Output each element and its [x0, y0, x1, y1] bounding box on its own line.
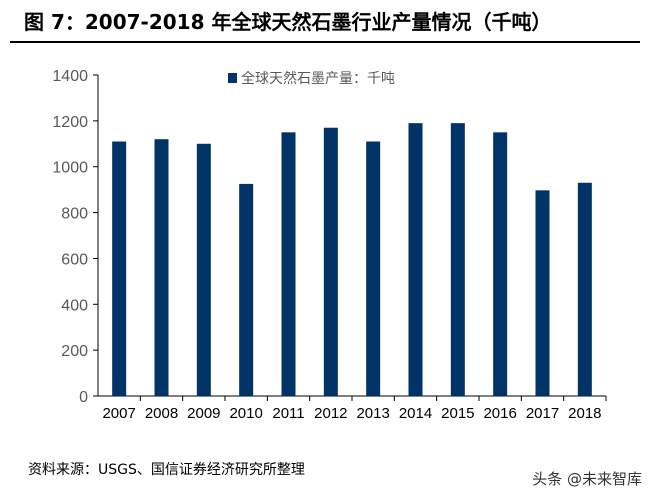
y-tick-label: 600: [61, 251, 88, 268]
bar-2016: [493, 132, 508, 397]
y-tick-label: 400: [61, 297, 88, 314]
y-tick-label: 200: [61, 343, 88, 360]
bar-2007: [112, 141, 127, 396]
bar-2015: [450, 123, 465, 397]
bar-2011: [281, 132, 296, 397]
x-tick-label: 2015: [441, 405, 474, 422]
x-tick-label: 2013: [356, 405, 389, 422]
y-tick-label: 1400: [52, 68, 88, 85]
bar-2018: [577, 182, 592, 396]
title-divider: [10, 41, 640, 43]
x-tick-label: 2008: [145, 405, 178, 422]
bar-2014: [408, 123, 423, 397]
x-tick-label: 2010: [229, 405, 262, 422]
x-tick-label: 2011: [272, 405, 304, 422]
bar-2013: [366, 141, 381, 396]
source-note: 资料来源：USGS、国信证券经济研究所整理: [28, 462, 305, 478]
bar-2009: [196, 143, 211, 396]
x-tick-label: 2014: [399, 405, 432, 422]
watermark: 头条 @未来智库: [532, 470, 642, 488]
chart-title: 图 7：2007-2018 年全球天然石墨行业产量情况（千吨）: [24, 10, 552, 34]
legend-label: 全球天然石墨产量：千吨: [241, 70, 395, 87]
legend-swatch: [228, 73, 237, 83]
y-tick-label: 0: [79, 389, 88, 406]
bar-2017: [535, 190, 550, 396]
x-tick-label: 2007: [102, 405, 135, 422]
x-tick-label: 2009: [187, 405, 220, 422]
y-tick-label: 800: [61, 206, 88, 223]
y-tick-label: 1200: [52, 114, 88, 131]
y-tick-label: 1000: [52, 160, 88, 177]
bar-2012: [323, 127, 338, 396]
x-tick-label: 2016: [483, 405, 516, 422]
x-tick-label: 2012: [314, 405, 347, 422]
bar-2010: [239, 183, 254, 396]
x-tick-label: 2017: [526, 405, 559, 422]
x-tick-label: 2018: [568, 405, 601, 422]
bar-2008: [154, 139, 169, 396]
